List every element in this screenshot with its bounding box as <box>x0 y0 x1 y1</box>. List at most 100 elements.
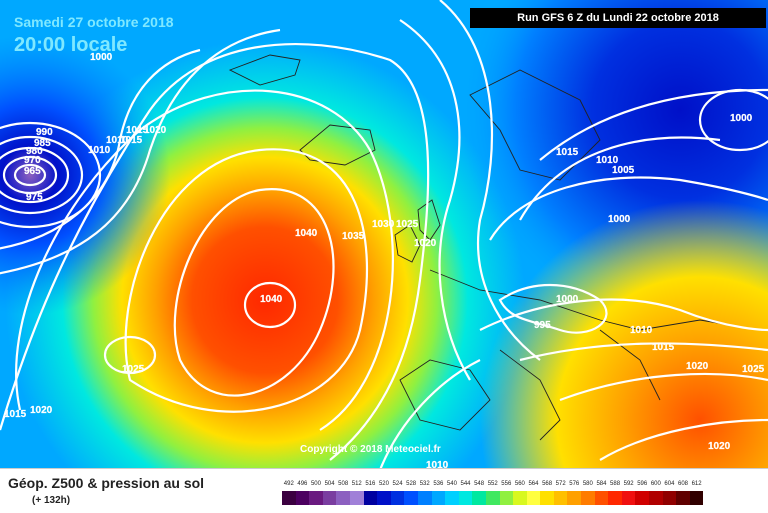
scale-value: 524 <box>392 481 403 487</box>
scale-value: 492 <box>283 481 294 487</box>
isobar-label: 1035 <box>342 231 365 242</box>
scale-swatch <box>649 491 663 505</box>
model-run-label: Run GFS 6 Z du Lundi 22 octobre 2018 <box>470 8 766 28</box>
scale-step: 540 <box>445 481 459 509</box>
scale-step: 516 <box>363 481 378 509</box>
scale-swatch <box>377 491 391 505</box>
scale-swatch <box>676 491 690 505</box>
isobar-label: 1015 <box>126 125 149 136</box>
scale-swatch <box>662 491 677 505</box>
scale-value: 572 <box>555 481 566 487</box>
color-scale: 492 496 500 504 508 512 516 520 524 528 532 536 540 5… <box>282 481 704 509</box>
scale-value: 552 <box>487 481 498 487</box>
isobar-label: 1020 <box>414 238 437 249</box>
isobar-label: 990 <box>36 127 53 138</box>
isobar-label: 1010 <box>426 460 449 468</box>
scale-swatch <box>458 491 473 505</box>
scale-value: 540 <box>446 481 457 487</box>
scale-step: 580 <box>581 481 595 509</box>
isobar-label: 1015 <box>556 147 579 158</box>
isobar-label: 1040 <box>295 228 318 239</box>
isobar-label: 1000 <box>730 113 753 124</box>
scale-step: 596 <box>635 481 650 509</box>
scale-step: 520 <box>377 481 391 509</box>
scale-step: 528 <box>404 481 418 509</box>
scale-step: 600 <box>649 481 663 509</box>
isobar-label: 1015 <box>652 342 675 353</box>
scale-value: 584 <box>596 481 607 487</box>
scale-swatch <box>336 491 350 505</box>
isobar-label: 1020 <box>144 125 167 136</box>
scale-swatch <box>608 491 622 505</box>
isobar-label: 1010 <box>88 145 111 156</box>
isobar-label: 1000 <box>608 214 631 225</box>
legend-title: Géop. Z500 & pression au sol <box>8 475 205 491</box>
scale-swatch <box>513 491 527 505</box>
scale-value: 516 <box>365 481 376 487</box>
coastlines <box>228 54 761 441</box>
scale-swatch <box>635 491 650 505</box>
scale-step: 556 <box>499 481 514 509</box>
scale-swatch <box>390 491 405 505</box>
isobar-label: 970 <box>24 155 41 166</box>
scale-swatch <box>526 491 541 505</box>
scale-step: 492 <box>282 481 296 509</box>
pressure-map: 1000 990 985 980 970 965 975 1010 1015 1… <box>0 0 768 468</box>
scale-swatch <box>445 491 459 505</box>
scale-value: 528 <box>406 481 417 487</box>
isobar-label: 1020 <box>686 361 709 372</box>
scale-swatch <box>349 491 364 505</box>
scale-value: 604 <box>664 481 675 487</box>
scale-step: 508 <box>336 481 350 509</box>
isobar-label: 1020 <box>30 405 53 416</box>
scale-swatch <box>404 491 418 505</box>
scale-value: 548 <box>474 481 485 487</box>
scale-value: 544 <box>460 481 471 487</box>
scale-step: 524 <box>390 481 405 509</box>
isobar-lines <box>0 0 768 468</box>
scale-value: 588 <box>610 481 621 487</box>
atlantic-low-field <box>0 0 768 468</box>
isobar-label: 1000 <box>90 52 113 63</box>
scale-value: 592 <box>623 481 634 487</box>
scale-swatch <box>363 491 378 505</box>
scale-swatch <box>499 491 514 505</box>
scale-value: 536 <box>433 481 444 487</box>
scale-value: 512 <box>351 481 362 487</box>
isobar-label: 1025 <box>122 364 145 375</box>
scale-swatch <box>485 491 500 505</box>
isobar-label: 1030 <box>372 219 395 230</box>
scale-step: 560 <box>513 481 527 509</box>
scale-step: 572 <box>553 481 568 509</box>
scale-value: 556 <box>501 481 512 487</box>
isobar-labels: 1000 990 985 980 970 965 975 1010 1015 1… <box>4 52 765 468</box>
forecast-date: Samedi 27 octobre 2018 <box>14 14 174 30</box>
scale-value: 560 <box>514 481 525 487</box>
scale-step: 588 <box>608 481 622 509</box>
scale-swatch <box>689 491 704 505</box>
scale-value: 608 <box>678 481 689 487</box>
isobar-label: 1040 <box>260 294 283 305</box>
isobar-label: 975 <box>26 192 43 203</box>
scale-value: 508 <box>338 481 349 487</box>
scale-step: 604 <box>662 481 677 509</box>
scale-value: 568 <box>542 481 553 487</box>
scale-swatch <box>553 491 568 505</box>
scale-step: 608 <box>676 481 690 509</box>
isobar-label: 1010 <box>596 155 619 166</box>
isobar-label: 1020 <box>708 441 731 452</box>
scale-step: 612 <box>689 481 704 509</box>
scale-step: 592 <box>621 481 636 509</box>
isobar-label: 1015 <box>120 135 143 146</box>
scale-swatch <box>417 491 432 505</box>
forecast-time: 20:00 locale <box>14 34 128 56</box>
scale-step: 532 <box>417 481 432 509</box>
scale-swatch <box>540 491 554 505</box>
scale-step: 584 <box>594 481 609 509</box>
scale-swatch <box>309 491 323 505</box>
isobar-label: 1010 <box>106 135 129 146</box>
scale-value: 612 <box>691 481 702 487</box>
scale-swatch <box>472 491 486 505</box>
scale-swatch <box>567 491 582 505</box>
